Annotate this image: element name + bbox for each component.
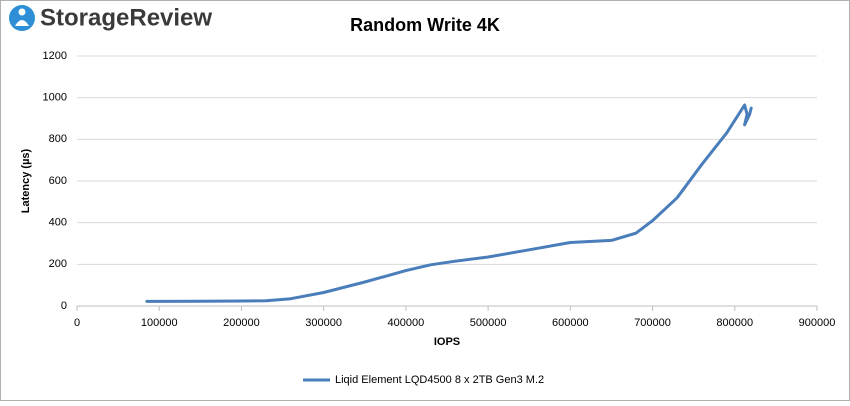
- y-tick-label: 0: [61, 300, 67, 312]
- logo: StorageReview: [40, 4, 212, 31]
- y-tick-label: 200: [49, 258, 67, 270]
- chart-title: Random Write 4K: [350, 15, 500, 35]
- x-tick-label: 900000: [799, 317, 836, 329]
- x-tick-label: 600000: [552, 317, 589, 329]
- y-tick-label: 1200: [43, 50, 67, 62]
- y-tick-label: 400: [49, 217, 67, 229]
- y-tick-label: 600: [49, 175, 67, 187]
- x-tick-label: 400000: [388, 317, 425, 329]
- x-tick-label: 100000: [141, 317, 178, 329]
- x-axis-label: IOPS: [434, 336, 460, 348]
- x-tick-label: 800000: [716, 317, 753, 329]
- series-line: [145, 103, 753, 303]
- x-tick-label: 0: [74, 317, 80, 329]
- y-axis-label: Latency (µs): [20, 148, 32, 213]
- x-tick-label: 700000: [634, 317, 671, 329]
- y-tick-label: 800: [49, 133, 67, 145]
- legend-label: Liqid Element LQD4500 8 x 2TB Gen3 M.2: [335, 374, 544, 386]
- x-tick-label: 500000: [470, 317, 507, 329]
- y-tick-label: 1000: [43, 92, 67, 104]
- x-tick-label: 300000: [305, 317, 342, 329]
- logo-icon: [9, 5, 35, 31]
- x-tick-label: 200000: [223, 317, 260, 329]
